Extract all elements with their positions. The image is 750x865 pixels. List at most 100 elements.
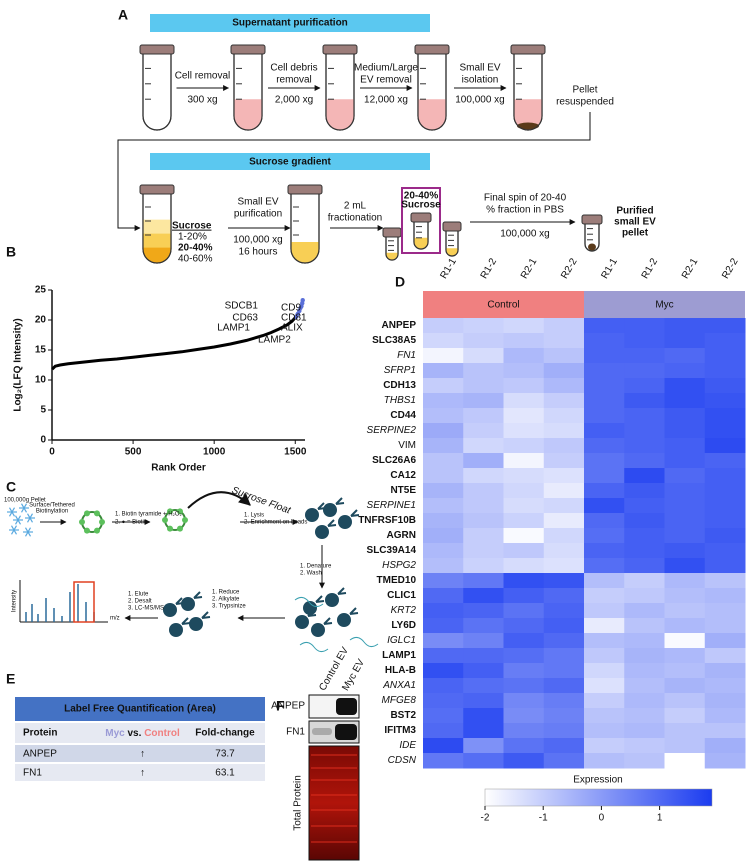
- row-label: SLC26A6: [372, 455, 416, 466]
- heat-cell: [584, 438, 625, 454]
- tube-liquid: [414, 237, 428, 249]
- heat-cell: [463, 363, 504, 379]
- heat-cell: [503, 378, 545, 394]
- header-cell: Protein: [23, 728, 57, 739]
- tube-cap: [139, 184, 175, 195]
- heat-cell: [543, 618, 585, 634]
- bead: [323, 503, 337, 517]
- heat-cell: [463, 438, 504, 454]
- heat-cell: [664, 393, 706, 409]
- tube-liquid: [446, 248, 458, 256]
- heat-cell: [543, 423, 585, 439]
- heat-cell: [543, 348, 585, 364]
- highlight-box: [401, 187, 441, 254]
- heat-cell: [624, 468, 665, 484]
- heat-cell: [543, 408, 585, 424]
- heat-cell: [543, 543, 585, 559]
- heat-cell: [624, 423, 665, 439]
- cell: 73.7: [215, 749, 235, 760]
- heat-cell: [423, 423, 464, 439]
- heat-cell: [624, 318, 665, 334]
- heat-cell: [704, 333, 746, 349]
- protein: [99, 519, 105, 525]
- row-label: LY6D: [391, 620, 416, 631]
- protein: [177, 525, 183, 532]
- heat-cell: [423, 648, 464, 664]
- header-cell: Fold-change: [195, 728, 255, 739]
- heat-cell: [423, 618, 464, 634]
- heat-cell: [423, 453, 464, 469]
- heat-cell: [704, 708, 746, 724]
- heat-cell: [543, 468, 585, 484]
- y-tick-label: 0: [40, 435, 46, 446]
- heat-cell: [463, 318, 504, 334]
- row-label: HLA-B: [385, 665, 416, 676]
- heat-cell: [503, 318, 545, 334]
- heat-cell: [704, 633, 746, 649]
- heat-cell: [543, 738, 585, 754]
- row-label: FN1: [397, 350, 416, 361]
- band: [335, 724, 357, 740]
- tube-cap: [581, 214, 603, 225]
- heat-cell: [664, 738, 706, 754]
- column-label: R2-1: [680, 256, 701, 281]
- heat-cell: [463, 618, 504, 634]
- heat-cell: [664, 648, 706, 664]
- heat-cell: [463, 333, 504, 349]
- heat-cell: [704, 453, 746, 469]
- panel-label: F: [276, 698, 285, 714]
- heat-cell: [423, 678, 464, 694]
- heat-cell: [704, 738, 746, 754]
- colorbar-tick-label: -2: [481, 813, 490, 824]
- heat-cell: [463, 723, 504, 739]
- label: 100,000 xg: [455, 95, 505, 106]
- heat-cell: [704, 483, 746, 499]
- tube-cap: [410, 212, 432, 223]
- float-arrow: [187, 491, 251, 509]
- heat-cell: [704, 603, 746, 619]
- heat-cell: [503, 693, 545, 709]
- heat-cell: [503, 558, 545, 574]
- heat-cell: [704, 723, 746, 739]
- peptide: [349, 636, 379, 648]
- label: pellet: [622, 228, 649, 239]
- column-label: R1-1: [438, 256, 459, 281]
- heat-cell: [704, 618, 746, 634]
- heat-cell: [664, 618, 706, 634]
- row-label: IGLC1: [387, 635, 416, 646]
- bead: [169, 623, 183, 637]
- heat-cell: [463, 423, 504, 439]
- heat-cell: [704, 408, 746, 424]
- section-title: Supernatant purification: [232, 18, 348, 29]
- heat-cell: [704, 678, 746, 694]
- label: 1-20%: [178, 232, 207, 243]
- heat-cell: [584, 423, 625, 439]
- antibody: [201, 611, 211, 619]
- bead: [315, 525, 329, 539]
- heat-cell: [503, 543, 545, 559]
- heat-cell: [664, 408, 706, 424]
- y-tick-label: 20: [35, 315, 47, 326]
- heat-cell: [584, 513, 625, 529]
- heat-cell: [423, 573, 464, 589]
- tube-liquid: [143, 247, 171, 263]
- row-label: SERPINE1: [367, 500, 416, 511]
- heat-cell: [704, 498, 746, 514]
- row-label: ANXA1: [382, 680, 416, 691]
- cell: 63.1: [215, 768, 235, 779]
- heat-cell: [423, 723, 464, 739]
- heat-cell: [704, 558, 746, 574]
- label: 20-40%: [178, 243, 213, 254]
- heat-cell: [463, 528, 504, 544]
- label: 2. Enrichment on beads: [244, 520, 307, 526]
- label: 3. Trypsinize: [212, 604, 246, 610]
- bead: [311, 623, 325, 637]
- heat-cell: [543, 558, 585, 574]
- tube-cap: [322, 44, 358, 55]
- heat-cell: [584, 738, 625, 754]
- heat-cell: [423, 498, 464, 514]
- heat-cell: [503, 438, 545, 454]
- row-label: ANPEP: [382, 320, 417, 331]
- heat-cell: [503, 603, 545, 619]
- heat-cell: [624, 408, 665, 424]
